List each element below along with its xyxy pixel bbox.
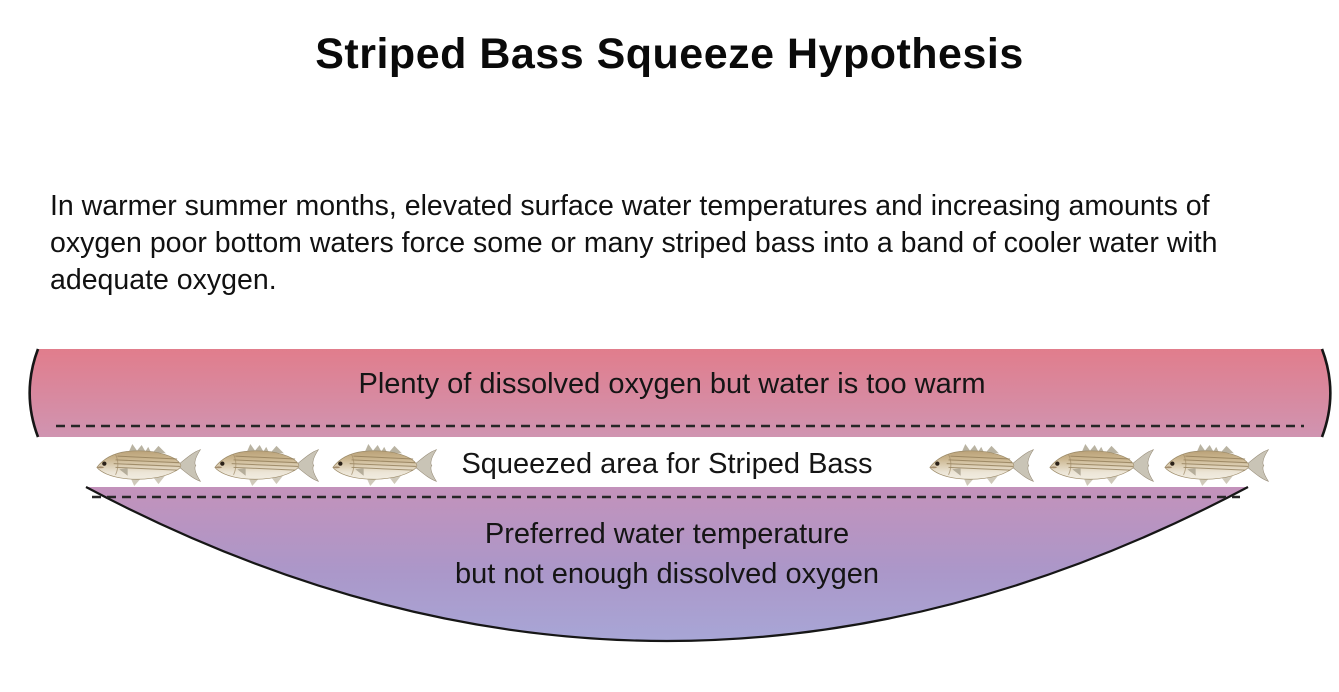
intro-paragraph: In warmer summer months, elevated surfac…: [50, 190, 1218, 296]
squeeze-layer-label: Squeezed area for Striped Bass: [461, 448, 872, 480]
striped-bass-fish-icon: [1164, 443, 1269, 487]
surface-layer-label: Plenty of dissolved oxygen but water is …: [358, 368, 985, 400]
surface-layer-right-edge: [1320, 348, 1332, 438]
bottom-layer-label-line1: Preferred water temperature: [485, 518, 849, 550]
bottom-layer-label-line2: but not enough dissolved oxygen: [455, 558, 879, 590]
page-title: Striped Bass Squeeze Hypothesis: [315, 30, 1024, 78]
striped-bass-fish-icon: [214, 443, 319, 487]
striped-bass-fish-icon: [96, 443, 201, 487]
bottom-layer-curved-edge: [85, 486, 1249, 643]
striped-bass-fish-icon: [929, 443, 1034, 487]
squeeze-layer: Squeezed area for Striped Bass: [96, 443, 1269, 487]
striped-bass-fish-icon: [332, 443, 437, 487]
surface-warm-layer: [29, 349, 1331, 437]
surface-layer-left-edge: [28, 348, 40, 438]
striped-bass-fish-icon: [1049, 443, 1154, 487]
